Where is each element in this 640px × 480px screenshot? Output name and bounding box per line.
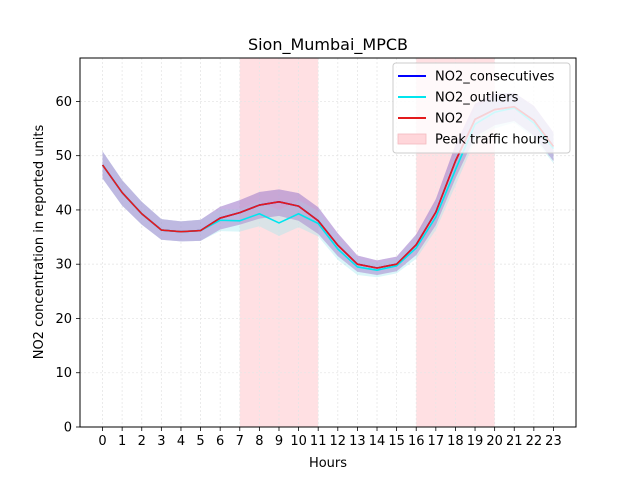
x-axis-label: Hours <box>309 456 347 471</box>
x-tick-label: 16 <box>408 434 425 449</box>
y-tick-label: 10 <box>55 366 72 381</box>
legend-label: NO2_consecutives <box>435 70 555 85</box>
x-tick-label: 20 <box>486 434 503 449</box>
x-tick-label: 23 <box>545 434 562 449</box>
x-tick-label: 4 <box>177 434 185 449</box>
legend-label: NO2 <box>435 112 463 127</box>
x-tick-label: 6 <box>216 434 224 449</box>
x-tick-label: 15 <box>388 434 405 449</box>
x-tick-label: 13 <box>349 434 366 449</box>
y-axis-label: NO2 concentration in reported units <box>32 124 47 359</box>
legend-box <box>392 62 571 154</box>
confidence-bands <box>102 92 554 278</box>
x-tick-label: 3 <box>157 434 165 449</box>
x-tick-label: 1 <box>118 434 126 449</box>
legend-swatch <box>397 133 427 145</box>
legend: NO2_consecutives NO2_outliers NO2 Peak traf… <box>392 62 571 154</box>
y-tick-label: 20 <box>55 312 72 327</box>
y-tick-label: 60 <box>55 95 72 110</box>
x-tick-label: 0 <box>98 434 106 449</box>
plot-frame <box>79 57 577 428</box>
x-tick-label: 10 <box>290 434 307 449</box>
x-tick-label: 5 <box>196 434 204 449</box>
x-tick-label: 12 <box>330 434 347 449</box>
legend-label: Peak traffic hours <box>435 133 549 148</box>
x-axis-ticks: 0 1 2 3 4 5 6 7 8 9 10 11 12 13 14 15 16 17 18 19 20 21 22 23 <box>98 427 562 449</box>
y-tick-label: 50 <box>55 149 72 164</box>
confidence-band <box>102 92 554 276</box>
x-tick-label: 22 <box>526 434 543 449</box>
x-tick-label: 21 <box>506 434 523 449</box>
y-tick-label: 40 <box>55 203 72 218</box>
x-tick-label: 8 <box>255 434 263 449</box>
confidence-band <box>102 93 554 278</box>
chart-title: Sion_Mumbai_MPCB <box>248 35 408 55</box>
confidence-band <box>102 92 554 276</box>
y-tick-label: 0 <box>64 421 72 436</box>
x-tick-label: 18 <box>447 434 464 449</box>
x-tick-label: 7 <box>236 434 244 449</box>
x-tick-label: 14 <box>369 434 386 449</box>
legend-label: NO2_outliers <box>435 91 519 106</box>
x-tick-label: 11 <box>310 434 327 449</box>
x-tick-label: 17 <box>428 434 445 449</box>
y-axis-ticks: 0 10 20 30 40 50 60 <box>55 95 80 436</box>
x-tick-label: 19 <box>467 434 484 449</box>
x-tick-label: 9 <box>275 434 283 449</box>
y-tick-label: 30 <box>55 258 72 273</box>
x-tick-label: 2 <box>138 434 146 449</box>
